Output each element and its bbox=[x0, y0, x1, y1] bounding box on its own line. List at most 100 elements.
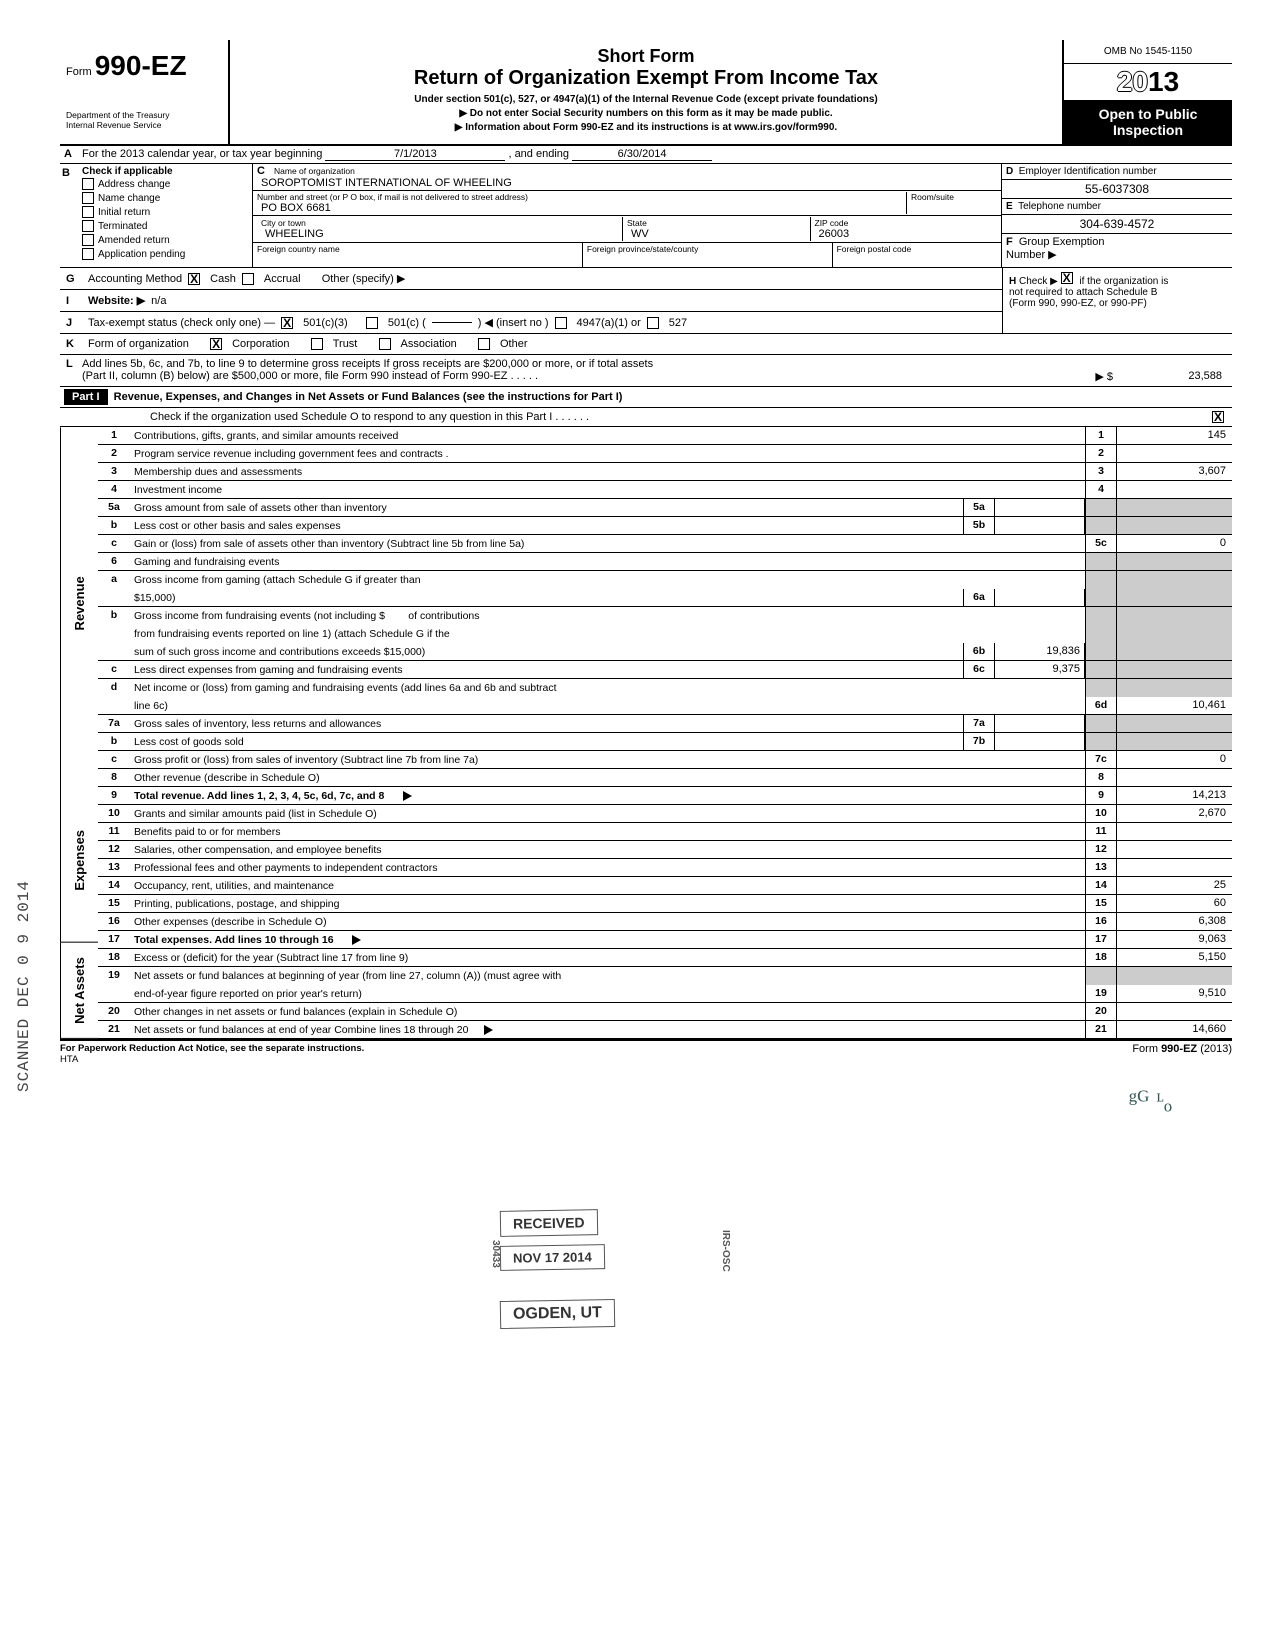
section-b: Check if applicable Address change Name … bbox=[78, 164, 253, 267]
table-row: line 6c)6d10,461 bbox=[98, 697, 1232, 715]
form-id-block: Form 990-EZ Department of the Treasury I… bbox=[60, 40, 230, 144]
check-schedule-b[interactable] bbox=[1061, 272, 1073, 284]
expenses-label: Expenses bbox=[60, 779, 98, 943]
table-row: 19Net assets or fund balances at beginni… bbox=[98, 967, 1232, 985]
org-info-block: B Check if applicable Address change Nam… bbox=[60, 164, 1232, 268]
dept-treasury: Department of the Treasury bbox=[66, 110, 222, 120]
table-row: 2Program service revenue including gover… bbox=[98, 445, 1232, 463]
table-row: 6Gaming and fundraising events bbox=[98, 553, 1232, 571]
table-row: sum of such gross income and contributio… bbox=[98, 643, 1232, 661]
check-527[interactable] bbox=[647, 317, 659, 329]
form-ref: Form 990-EZ (2013) bbox=[1132, 1043, 1232, 1065]
check-accrual[interactable] bbox=[242, 273, 254, 285]
form-right-block: OMB No 1545-1150 2013 Open to Public Ins… bbox=[1062, 40, 1232, 144]
form-prefix: Form bbox=[66, 66, 92, 78]
table-row: bGross income from fundraising events (n… bbox=[98, 607, 1232, 625]
check-name-change[interactable]: Name change bbox=[78, 191, 252, 205]
check-cash[interactable] bbox=[188, 273, 200, 285]
table-row: 5aGross amount from sale of assets other… bbox=[98, 499, 1232, 517]
stamp-date: NOV 17 2014 bbox=[500, 1244, 605, 1271]
section-c: C Name of organization SOROPTOMIST INTER… bbox=[253, 164, 1002, 267]
stamp-ogden: OGDEN, UT bbox=[500, 1299, 615, 1329]
table-row: 10Grants and similar amounts paid (list … bbox=[98, 805, 1232, 823]
tax-year-end: 6/30/2014 bbox=[572, 148, 712, 161]
table-row: 13Professional fees and other payments t… bbox=[98, 859, 1232, 877]
check-trust[interactable] bbox=[311, 338, 323, 350]
title-return: Return of Organization Exempt From Incom… bbox=[240, 67, 1052, 90]
line-h: H Check ▶ if the organization is not req… bbox=[1002, 268, 1232, 333]
form-title-block: Short Form Return of Organization Exempt… bbox=[230, 40, 1062, 144]
table-row: end-of-year figure reported on prior yea… bbox=[98, 985, 1232, 1003]
check-association[interactable] bbox=[379, 338, 391, 350]
ein-value: 55-6037308 bbox=[1002, 180, 1232, 199]
table-row: 15Printing, publications, postage, and s… bbox=[98, 895, 1232, 913]
table-row: cLess direct expenses from gaming and fu… bbox=[98, 661, 1232, 679]
stamp-code: 30433 bbox=[490, 1240, 501, 1268]
org-zip: 26003 bbox=[815, 228, 994, 240]
open-public: Open to Public Inspection bbox=[1064, 100, 1232, 144]
table-row: 14Occupancy, rent, utilities, and mainte… bbox=[98, 877, 1232, 895]
line-i: I Website: ▶ n/a bbox=[60, 290, 1002, 312]
revenue-label: Revenue bbox=[60, 427, 98, 779]
table-row: 11Benefits paid to or for members11 bbox=[98, 823, 1232, 841]
check-501c[interactable] bbox=[366, 317, 378, 329]
table-row: dNet income or (loss) from gaming and fu… bbox=[98, 679, 1232, 697]
table-row: 18Excess or (deficit) for the year (Subt… bbox=[98, 949, 1232, 967]
table-row: 16Other expenses (describe in Schedule O… bbox=[98, 913, 1232, 931]
stamp-received: RECEIVED bbox=[500, 1209, 598, 1237]
check-corporation[interactable] bbox=[210, 338, 222, 350]
check-pending[interactable]: Application pending bbox=[78, 247, 252, 261]
title-short-form: Short Form bbox=[240, 46, 1052, 67]
table-row: 17Total expenses. Add lines 10 through 1… bbox=[98, 931, 1232, 949]
initials: ᵍᴳ ᶫₒ bbox=[60, 1065, 1232, 1117]
table-row: 8Other revenue (describe in Schedule O)8 bbox=[98, 769, 1232, 787]
table-row: 21Net assets or fund balances at end of … bbox=[98, 1021, 1232, 1039]
table-row: 3Membership dues and assessments33,607 bbox=[98, 463, 1232, 481]
footer: For Paperwork Reduction Act Notice, see … bbox=[60, 1041, 1232, 1065]
form-header: Form 990-EZ Department of the Treasury I… bbox=[60, 40, 1232, 146]
check-terminated[interactable]: Terminated bbox=[78, 219, 252, 233]
org-state: WV bbox=[627, 228, 806, 240]
paperwork-notice: For Paperwork Reduction Act Notice, see … bbox=[60, 1043, 364, 1054]
main-table: Revenue Expenses Net Assets 1Contributio… bbox=[60, 427, 1232, 1041]
scanned-stamp: SCANNED DEC 0 9 2014 bbox=[15, 880, 33, 1092]
hta: HTA bbox=[60, 1054, 78, 1065]
part1-check: Check if the organization used Schedule … bbox=[60, 408, 1232, 427]
info-line: Information about Form 990-EZ and its in… bbox=[465, 122, 837, 133]
org-address: PO BOX 6681 bbox=[257, 202, 906, 214]
line-g: G Accounting Method Cash Accrual Other (… bbox=[60, 268, 1002, 290]
table-row: 12Salaries, other compensation, and empl… bbox=[98, 841, 1232, 859]
org-name: SOROPTOMIST INTERNATIONAL OF WHEELING bbox=[257, 177, 997, 189]
table-row: 4Investment income4 bbox=[98, 481, 1232, 499]
line-a: A For the 2013 calendar year, or tax yea… bbox=[60, 146, 1232, 164]
check-amended[interactable]: Amended return bbox=[78, 233, 252, 247]
table-row: aGross income from gaming (attach Schedu… bbox=[98, 571, 1232, 589]
table-row: 20Other changes in net assets or fund ba… bbox=[98, 1003, 1232, 1021]
dept-irs: Internal Revenue Service bbox=[66, 120, 222, 130]
no-ssn-line: Do not enter Social Security numbers on … bbox=[470, 108, 833, 119]
tax-year: 2013 bbox=[1064, 64, 1232, 100]
section-def: D Employer Identification number 55-6037… bbox=[1002, 164, 1232, 267]
table-row: cGain or (loss) from sale of assets othe… bbox=[98, 535, 1232, 553]
table-row: from fundraising events reported on line… bbox=[98, 625, 1232, 643]
table-row: 1Contributions, gifts, grants, and simil… bbox=[98, 427, 1232, 445]
table-row: 9Total revenue. Add lines 1, 2, 3, 4, 5c… bbox=[98, 787, 1232, 805]
table-row: 7aGross sales of inventory, less returns… bbox=[98, 715, 1232, 733]
table-row: cGross profit or (loss) from sales of in… bbox=[98, 751, 1232, 769]
table-row: $15,000)6a bbox=[98, 589, 1232, 607]
subtitle: Under section 501(c), 527, or 4947(a)(1)… bbox=[240, 94, 1052, 105]
check-4947[interactable] bbox=[555, 317, 567, 329]
netassets-label: Net Assets bbox=[60, 943, 98, 1039]
check-other-org[interactable] bbox=[478, 338, 490, 350]
omb-number: OMB No 1545-1150 bbox=[1064, 40, 1232, 64]
line-k: K Form of organization Corporation Trust… bbox=[60, 334, 1232, 355]
check-initial-return[interactable]: Initial return bbox=[78, 205, 252, 219]
check-501c3[interactable] bbox=[281, 317, 293, 329]
part1-header: Part I Revenue, Expenses, and Changes in… bbox=[60, 387, 1232, 408]
form-number: 990-EZ bbox=[95, 50, 187, 81]
org-city: WHEELING bbox=[261, 228, 618, 240]
check-address-change[interactable]: Address change bbox=[78, 177, 252, 191]
website-value: n/a bbox=[151, 295, 166, 307]
line-j: J Tax-exempt status (check only one) — 5… bbox=[60, 312, 1002, 333]
check-schedule-o[interactable] bbox=[1212, 411, 1224, 423]
